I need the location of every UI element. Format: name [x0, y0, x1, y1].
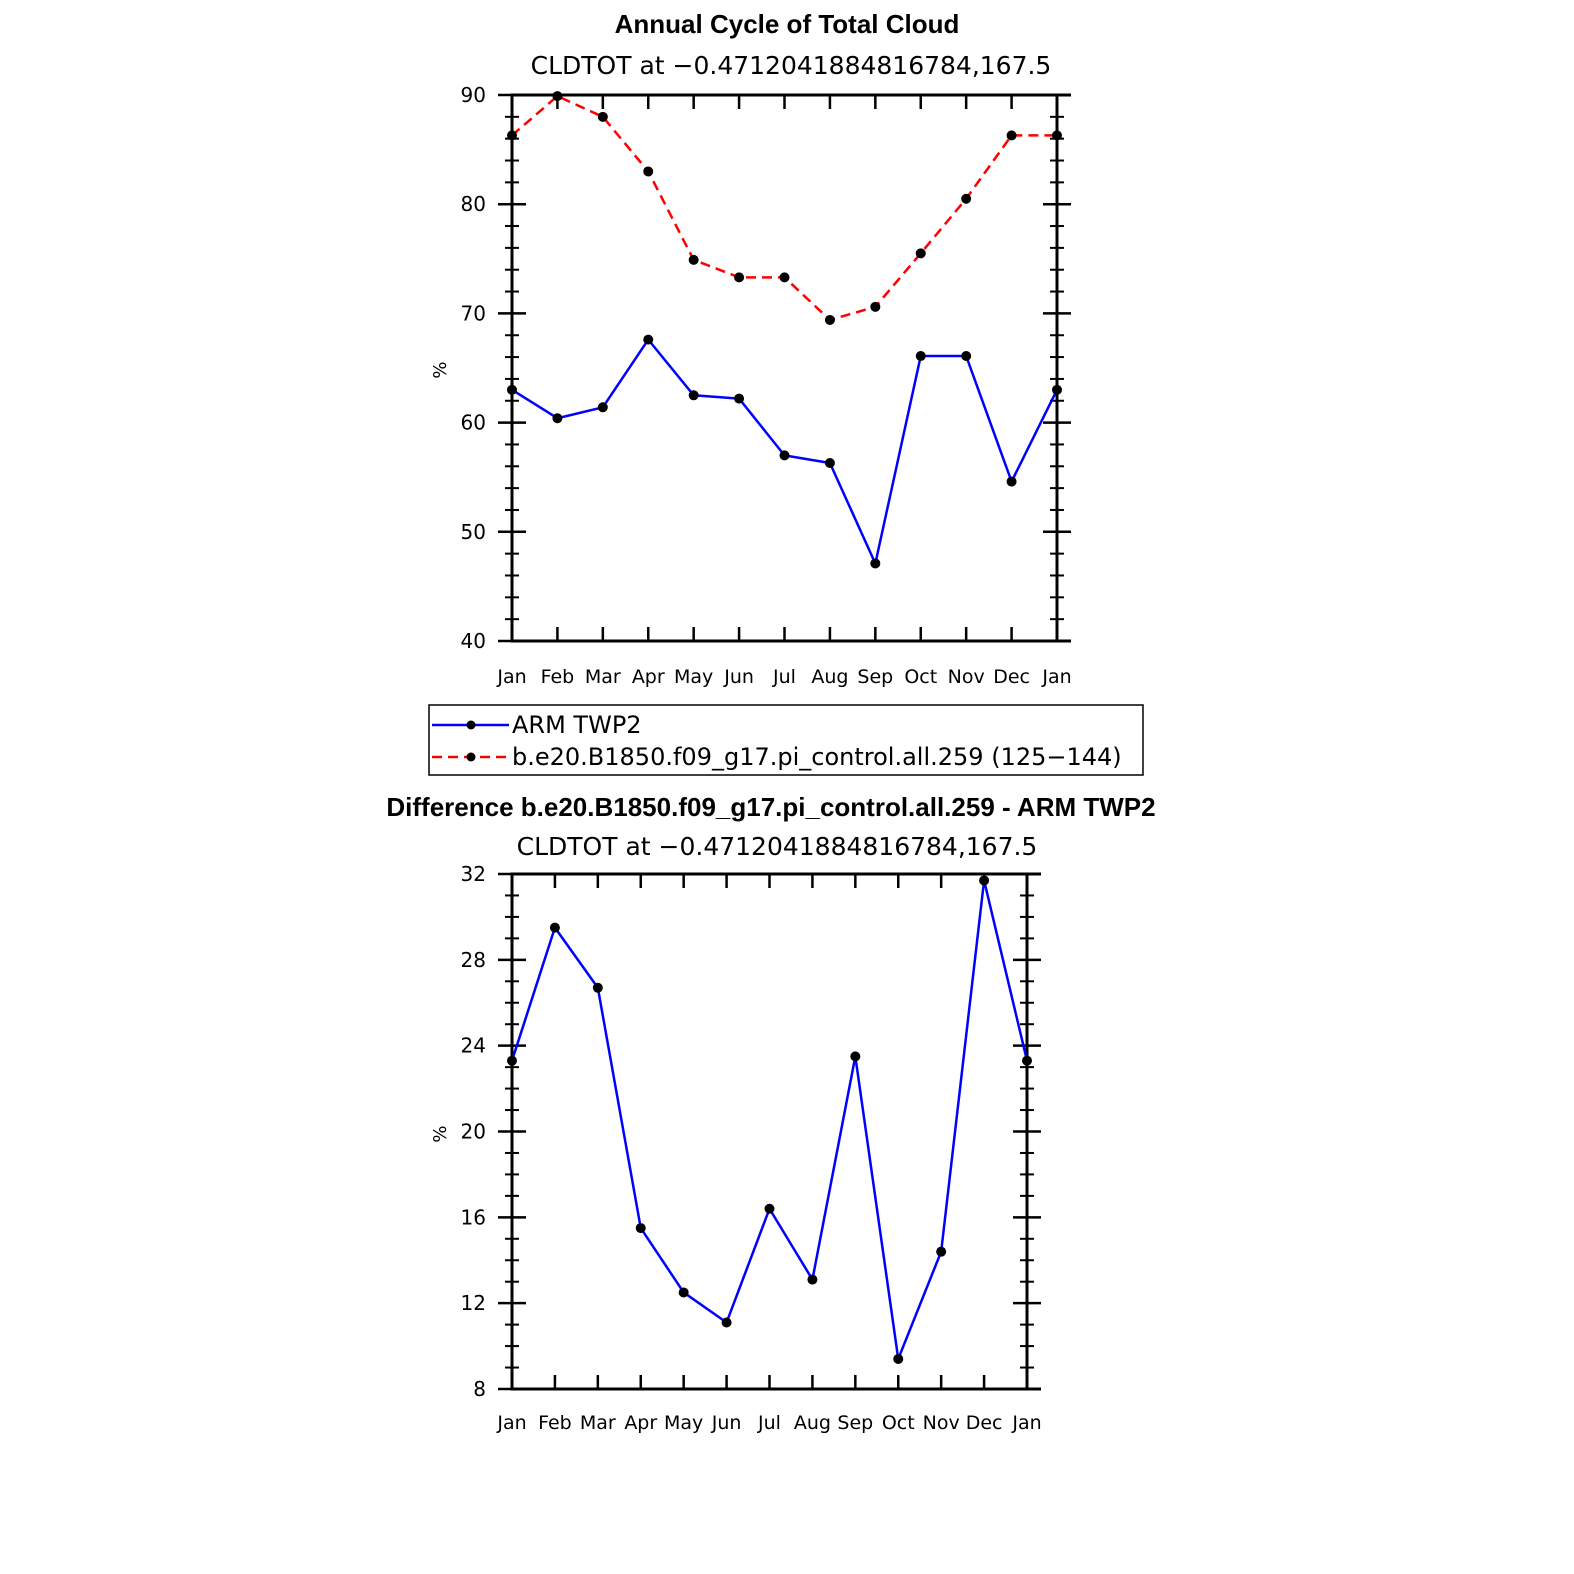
x-tick-label: Jun [711, 1412, 742, 1434]
x-tick-label: Sep [837, 1412, 873, 1434]
legend-swatch-model-marker [466, 752, 476, 762]
data-point-arm-twp2 [1052, 384, 1062, 395]
data-point-b-e20-b1850-f09-g17-pi-control-all-259-125-144 [507, 130, 517, 141]
difference-chart: Difference b.e20.B1850.f09_g17.pi_contro… [386, 792, 1155, 1434]
data-point-arm-twp2 [824, 458, 835, 469]
data-point-difference [549, 922, 560, 933]
annual-cycle-chart: Annual Cycle of Total Cloud CLDTOT at −0… [430, 9, 1072, 688]
data-point-arm-twp2 [870, 558, 881, 569]
x-tick-label: Aug [794, 1412, 831, 1434]
data-point-b-e20-b1850-f09-g17-pi-control-all-259-125-144 [643, 166, 654, 177]
x-tick-label: Jan [1011, 1412, 1041, 1434]
y-axis-label: % [430, 1125, 451, 1142]
x-tick-label: Apr [624, 1412, 657, 1434]
chart-title: Difference b.e20.B1850.f09_g17.pi_contro… [386, 792, 1155, 822]
data-point-b-e20-b1850-f09-g17-pi-control-all-259-125-144 [552, 91, 563, 102]
data-point-b-e20-b1850-f09-g17-pi-control-all-259-125-144 [870, 301, 881, 312]
data-point-arm-twp2 [915, 350, 926, 361]
data-point-difference [807, 1274, 818, 1285]
data-point-difference [893, 1353, 904, 1364]
data-point-b-e20-b1850-f09-g17-pi-control-all-259-125-144 [1052, 130, 1062, 141]
x-tick-label: Jan [496, 666, 526, 688]
data-point-b-e20-b1850-f09-g17-pi-control-all-259-125-144 [734, 272, 745, 283]
x-tick-label: Jun [723, 666, 754, 688]
data-point-b-e20-b1850-f09-g17-pi-control-all-259-125-144 [824, 314, 835, 325]
y-tick-label: 40 [461, 629, 486, 653]
data-point-arm-twp2 [688, 390, 699, 401]
y-tick-label: 60 [461, 411, 486, 435]
legend-label-arm: ARM TWP2 [512, 711, 642, 739]
data-point-difference [764, 1203, 775, 1214]
data-point-arm-twp2 [779, 450, 790, 461]
x-tick-label: Dec [993, 666, 1030, 688]
x-tick-label: Apr [632, 666, 665, 688]
x-tick-label: May [674, 666, 713, 688]
data-point-difference [721, 1317, 732, 1328]
y-tick-label: 28 [461, 948, 486, 972]
data-point-difference [678, 1287, 689, 1298]
x-tick-label: Feb [541, 666, 575, 688]
legend: ARM TWP2 b.e20.B1850.f09_g17.pi_control.… [428, 704, 1144, 776]
y-tick-label: 8 [473, 1377, 486, 1401]
legend-box [428, 704, 1144, 776]
chart-title: Annual Cycle of Total Cloud [615, 9, 960, 39]
x-tick-label: Aug [811, 666, 848, 688]
data-point-arm-twp2 [507, 384, 517, 395]
y-tick-label: 24 [461, 1034, 486, 1058]
legend-swatch-arm-marker [466, 720, 476, 730]
data-point-arm-twp2 [734, 393, 745, 404]
data-point-b-e20-b1850-f09-g17-pi-control-all-259-125-144 [688, 254, 699, 265]
y-tick-label: 20 [461, 1120, 486, 1144]
data-point-difference [592, 982, 603, 993]
legend-label-model: b.e20.B1850.f09_g17.pi_control.all.259 (… [512, 743, 1122, 771]
data-point-difference [936, 1246, 947, 1257]
y-tick-label: 80 [461, 192, 486, 216]
plot-frame [510, 872, 1029, 1391]
data-point-b-e20-b1850-f09-g17-pi-control-all-259-125-144 [915, 248, 926, 259]
data-point-b-e20-b1850-f09-g17-pi-control-all-259-125-144 [779, 272, 790, 283]
data-point-difference [979, 875, 990, 886]
x-tick-label: Feb [538, 1412, 572, 1434]
y-tick-label: 90 [461, 83, 486, 107]
plot-frame [510, 93, 1059, 643]
x-tick-label: Sep [857, 666, 893, 688]
y-axis-label: % [430, 361, 451, 378]
data-point-difference [507, 1055, 517, 1066]
data-point-difference [635, 1223, 646, 1234]
data-point-arm-twp2 [961, 350, 972, 361]
data-point-b-e20-b1850-f09-g17-pi-control-all-259-125-144 [597, 111, 608, 122]
x-tick-label: Jan [1041, 666, 1071, 688]
x-tick-label: Nov [923, 1412, 960, 1434]
data-point-b-e20-b1850-f09-g17-pi-control-all-259-125-144 [961, 193, 972, 204]
data-point-arm-twp2 [552, 413, 563, 424]
data-point-arm-twp2 [597, 402, 608, 413]
data-point-arm-twp2 [1006, 476, 1017, 487]
y-tick-label: 32 [461, 862, 486, 886]
x-tick-label: Jan [496, 1412, 526, 1434]
y-tick-label: 70 [461, 301, 486, 325]
data-point-b-e20-b1850-f09-g17-pi-control-all-259-125-144 [1006, 130, 1017, 141]
y-tick-label: 16 [461, 1205, 486, 1229]
y-tick-label: 50 [461, 520, 486, 544]
x-tick-label: Jul [772, 666, 796, 688]
x-tick-label: Oct [882, 1412, 915, 1434]
chart-subtitle: CLDTOT at −0.4712041884816784,167.5 [531, 51, 1052, 80]
x-tick-label: Nov [948, 666, 985, 688]
x-tick-label: Dec [966, 1412, 1003, 1434]
chart-subtitle: CLDTOT at −0.4712041884816784,167.5 [517, 832, 1038, 861]
data-point-difference [1022, 1055, 1032, 1066]
data-point-arm-twp2 [643, 334, 654, 345]
series-line-difference [510, 879, 1029, 1361]
x-tick-label: Oct [904, 666, 937, 688]
x-tick-label: Mar [580, 1412, 616, 1434]
x-tick-label: May [664, 1412, 703, 1434]
data-point-difference [850, 1051, 861, 1062]
x-tick-label: Mar [585, 666, 621, 688]
series-line-b-e20-b1850-f09-g17-pi-control-all-259-125-144 [511, 94, 1057, 322]
x-tick-label: Jul [757, 1412, 781, 1434]
y-tick-label: 12 [461, 1291, 486, 1315]
